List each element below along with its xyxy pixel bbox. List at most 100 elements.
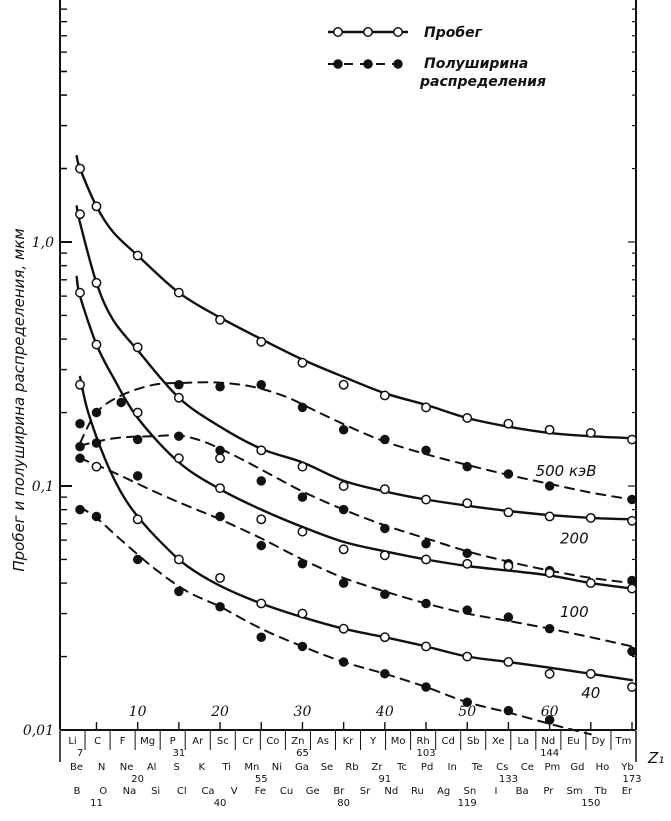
element-row2-symbol: Pd [421, 762, 433, 773]
points [75, 163, 637, 725]
series-halfwidth-40-point [544, 715, 555, 725]
series-range-40-point [173, 554, 184, 565]
series-range-200-point [627, 515, 637, 526]
series-range-100-point [91, 339, 102, 350]
series-range-200-point [421, 494, 431, 505]
series-range-100-point [173, 453, 184, 464]
series-halfwidth-500-line [79, 381, 633, 501]
series-range-100-point [544, 568, 555, 578]
series-halfwidth-500-point [380, 434, 390, 445]
element-row1-symbol: Mo [391, 736, 406, 747]
element-row2-symbol: Te [471, 762, 483, 773]
element-row2-symbol: Cs [496, 762, 508, 773]
element-row1-symbol: Kr [343, 736, 355, 747]
element-row1-symbol: As [317, 736, 329, 747]
legend-halfwidth-marker [393, 59, 403, 69]
element-row3-symbol: Pr [543, 786, 554, 797]
element-mass-number: 150 [581, 798, 600, 809]
series-halfwidth-100-point [256, 540, 267, 551]
series-halfwidth-100-point [503, 612, 514, 622]
element-mass-number: 7 [77, 748, 83, 759]
series-range-500-point [75, 163, 85, 174]
series-range-500-point [256, 336, 267, 347]
series-halfwidth-500-point [503, 469, 514, 479]
series-range-100-point [338, 544, 349, 555]
element-row3-symbol: Sm [566, 786, 582, 797]
series-halfwidth-500-point [116, 397, 126, 408]
element-mass-number: 133 [499, 774, 518, 785]
series-range-100-point [462, 558, 473, 569]
series-range-200-point [256, 445, 267, 456]
element-mass-number: 80 [337, 798, 350, 809]
series-range-40-point [256, 598, 267, 609]
element-row2-symbol: Al [147, 762, 157, 773]
series-halfwidth-40-point [380, 669, 390, 679]
series-range-40-point [215, 572, 226, 583]
element-row2-symbol: Yb [620, 762, 633, 773]
series-range-200-point [173, 392, 184, 403]
series-halfwidth-40-point [256, 632, 267, 642]
x-tick-label: 50 [458, 704, 476, 720]
element-row1-symbol: Cr [242, 736, 254, 747]
element-row1-symbol: Co [266, 736, 279, 747]
series-range-500-point [91, 201, 102, 212]
element-row1-symbol: Li [68, 736, 76, 747]
element-row1-symbol: Ar [192, 736, 204, 747]
series-range-40-point [544, 668, 555, 679]
series-halfwidth-200-point [91, 438, 102, 448]
element-mass-number: 103 [416, 748, 435, 759]
series-range-500-point [297, 357, 308, 368]
element-row1-symbol: Zn [291, 736, 304, 747]
series-range-500-point [215, 314, 226, 325]
energy-label: 40 [581, 684, 600, 702]
series-range-100-point [256, 514, 267, 525]
series-halfwidth-40-line [79, 506, 592, 736]
series-halfwidth-100-point [462, 605, 472, 615]
series-halfwidth-200-point [380, 523, 390, 534]
series-halfwidth-200-point [338, 504, 349, 515]
series-range-200-point [338, 481, 349, 491]
series-range-500-point [173, 287, 184, 298]
series-halfwidth-200-point [215, 445, 225, 456]
series-halfwidth-100-line [79, 457, 633, 648]
element-row3-symbol: V [231, 786, 238, 797]
element-row1-symbol: C [94, 736, 101, 747]
series-range-40-point [421, 641, 431, 652]
series-halfwidth-500-point [338, 425, 349, 435]
series-range-40-point [462, 651, 473, 662]
element-row2-symbol: N [98, 762, 105, 773]
element-row2-symbol: Be [70, 762, 83, 773]
series-halfwidth-500-point [91, 407, 102, 418]
element-row3-symbol: Br [333, 786, 345, 797]
series-halfwidth-100-point [297, 559, 308, 569]
series-halfwidth-200-point [174, 431, 184, 441]
labels: 500 кэВ 200 100 40 [536, 462, 601, 702]
series-halfwidth-500-point [174, 379, 184, 390]
series-range-200-point [132, 342, 143, 353]
element-row3-symbol: Ru [411, 786, 424, 797]
series-range-40-point [132, 514, 143, 525]
series-halfwidth-500-point [256, 379, 267, 390]
series-halfwidth-500-point [421, 445, 431, 456]
series-range-100-point [585, 578, 596, 589]
series-range-40-line [78, 375, 634, 682]
legend-halfwidth-marker [333, 59, 343, 69]
element-row2-symbol: Zr [372, 762, 384, 773]
series-range-500-point [544, 424, 555, 435]
legend-range-label: Пробег [424, 25, 483, 41]
series-range-200-point [544, 511, 555, 522]
series-range-500-point [503, 418, 514, 429]
element-row3-symbol: Na [123, 786, 137, 797]
element-row1-symbol: Xe [492, 736, 505, 747]
element-row2-symbol: Ne [120, 762, 134, 773]
element-row2-symbol: Ga [295, 762, 309, 773]
series-halfwidth-500-point [462, 461, 472, 472]
series-halfwidth-100-point [380, 589, 390, 600]
y-tick-label: 0,1 [32, 479, 54, 495]
element-row3-symbol: O [99, 786, 107, 797]
element-table: Li C F Mg P Ar Sc Cr Co Zn As Kr Y Mo Rh Cd Sb Xe La Nd Eu Dy… [68, 731, 642, 809]
series-halfwidth-200-line [79, 434, 633, 585]
series-range-100-point [132, 407, 143, 418]
